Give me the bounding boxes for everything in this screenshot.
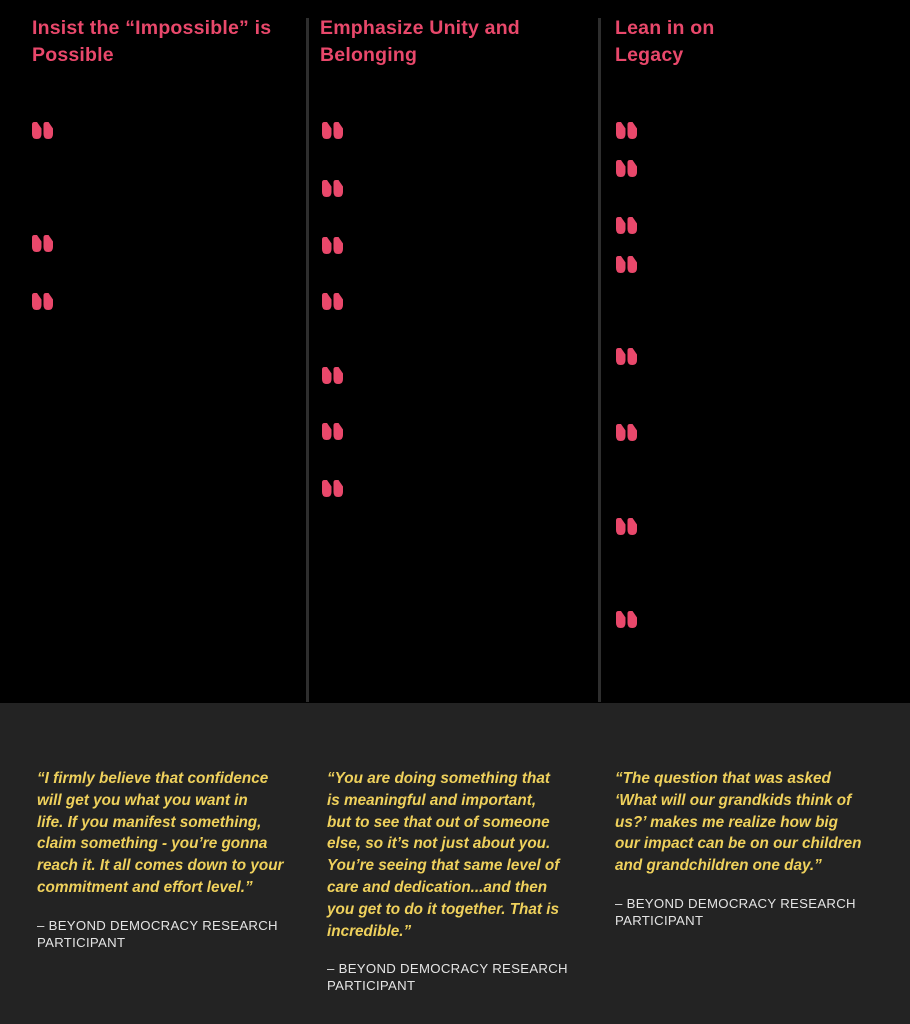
pull-quote-card: “You are doing something that is meaning…	[307, 703, 601, 1024]
pull-quote-text: “You are doing something that is meaning…	[327, 770, 560, 940]
quote-open-icon	[32, 293, 53, 310]
quote-open-icon	[322, 122, 343, 139]
column-impossible: Insist the “Impossible” is Possible	[0, 0, 307, 703]
column-heading: Insist the “Impossible” is Possible	[32, 17, 272, 66]
quote-attribution: – BEYOND DEMOCRACY RESEARCH PARTICIPANT	[37, 917, 278, 950]
column-divider	[306, 18, 309, 702]
quote-open-icon	[616, 424, 637, 441]
column-heading: Emphasize Unity and Belonging	[320, 17, 520, 66]
quote-open-icon	[32, 235, 53, 252]
quote-open-icon	[322, 367, 343, 384]
quote-open-icon	[616, 611, 637, 628]
column-unity: Emphasize Unity and Belonging	[307, 0, 601, 703]
column-divider	[598, 18, 601, 702]
quote-open-icon	[616, 518, 637, 535]
quote-attribution: – BEYOND DEMOCRACY RESEARCH PARTICIPANT	[327, 961, 568, 994]
quote-open-icon	[322, 480, 343, 497]
quote-open-icon	[616, 160, 637, 177]
column-legacy: Lean in on Legacy	[601, 0, 910, 703]
quote-open-icon	[322, 293, 343, 310]
quote-open-icon	[616, 348, 637, 365]
pull-quote-text: “The question that was asked ‘What will …	[615, 770, 862, 875]
quote-open-icon	[322, 237, 343, 254]
quote-marks-section: Insist the “Impossible” is Possible Emph…	[0, 0, 910, 703]
quote-open-icon	[616, 256, 637, 273]
pull-quotes-section: “I firmly believe that confidence will g…	[0, 703, 910, 1024]
pull-quote-card: “The question that was asked ‘What will …	[601, 703, 910, 1024]
column-heading: Lean in on Legacy	[615, 17, 715, 66]
quote-open-icon	[616, 217, 637, 234]
quote-attribution: – BEYOND DEMOCRACY RESEARCH PARTICIPANT	[615, 895, 856, 928]
quote-open-icon	[322, 180, 343, 197]
quote-open-icon	[32, 122, 53, 139]
pull-quote-text: “I firmly believe that confidence will g…	[37, 770, 284, 896]
pull-quote-card: “I firmly believe that confidence will g…	[0, 703, 307, 1024]
quote-open-icon	[616, 122, 637, 139]
quote-open-icon	[322, 423, 343, 440]
